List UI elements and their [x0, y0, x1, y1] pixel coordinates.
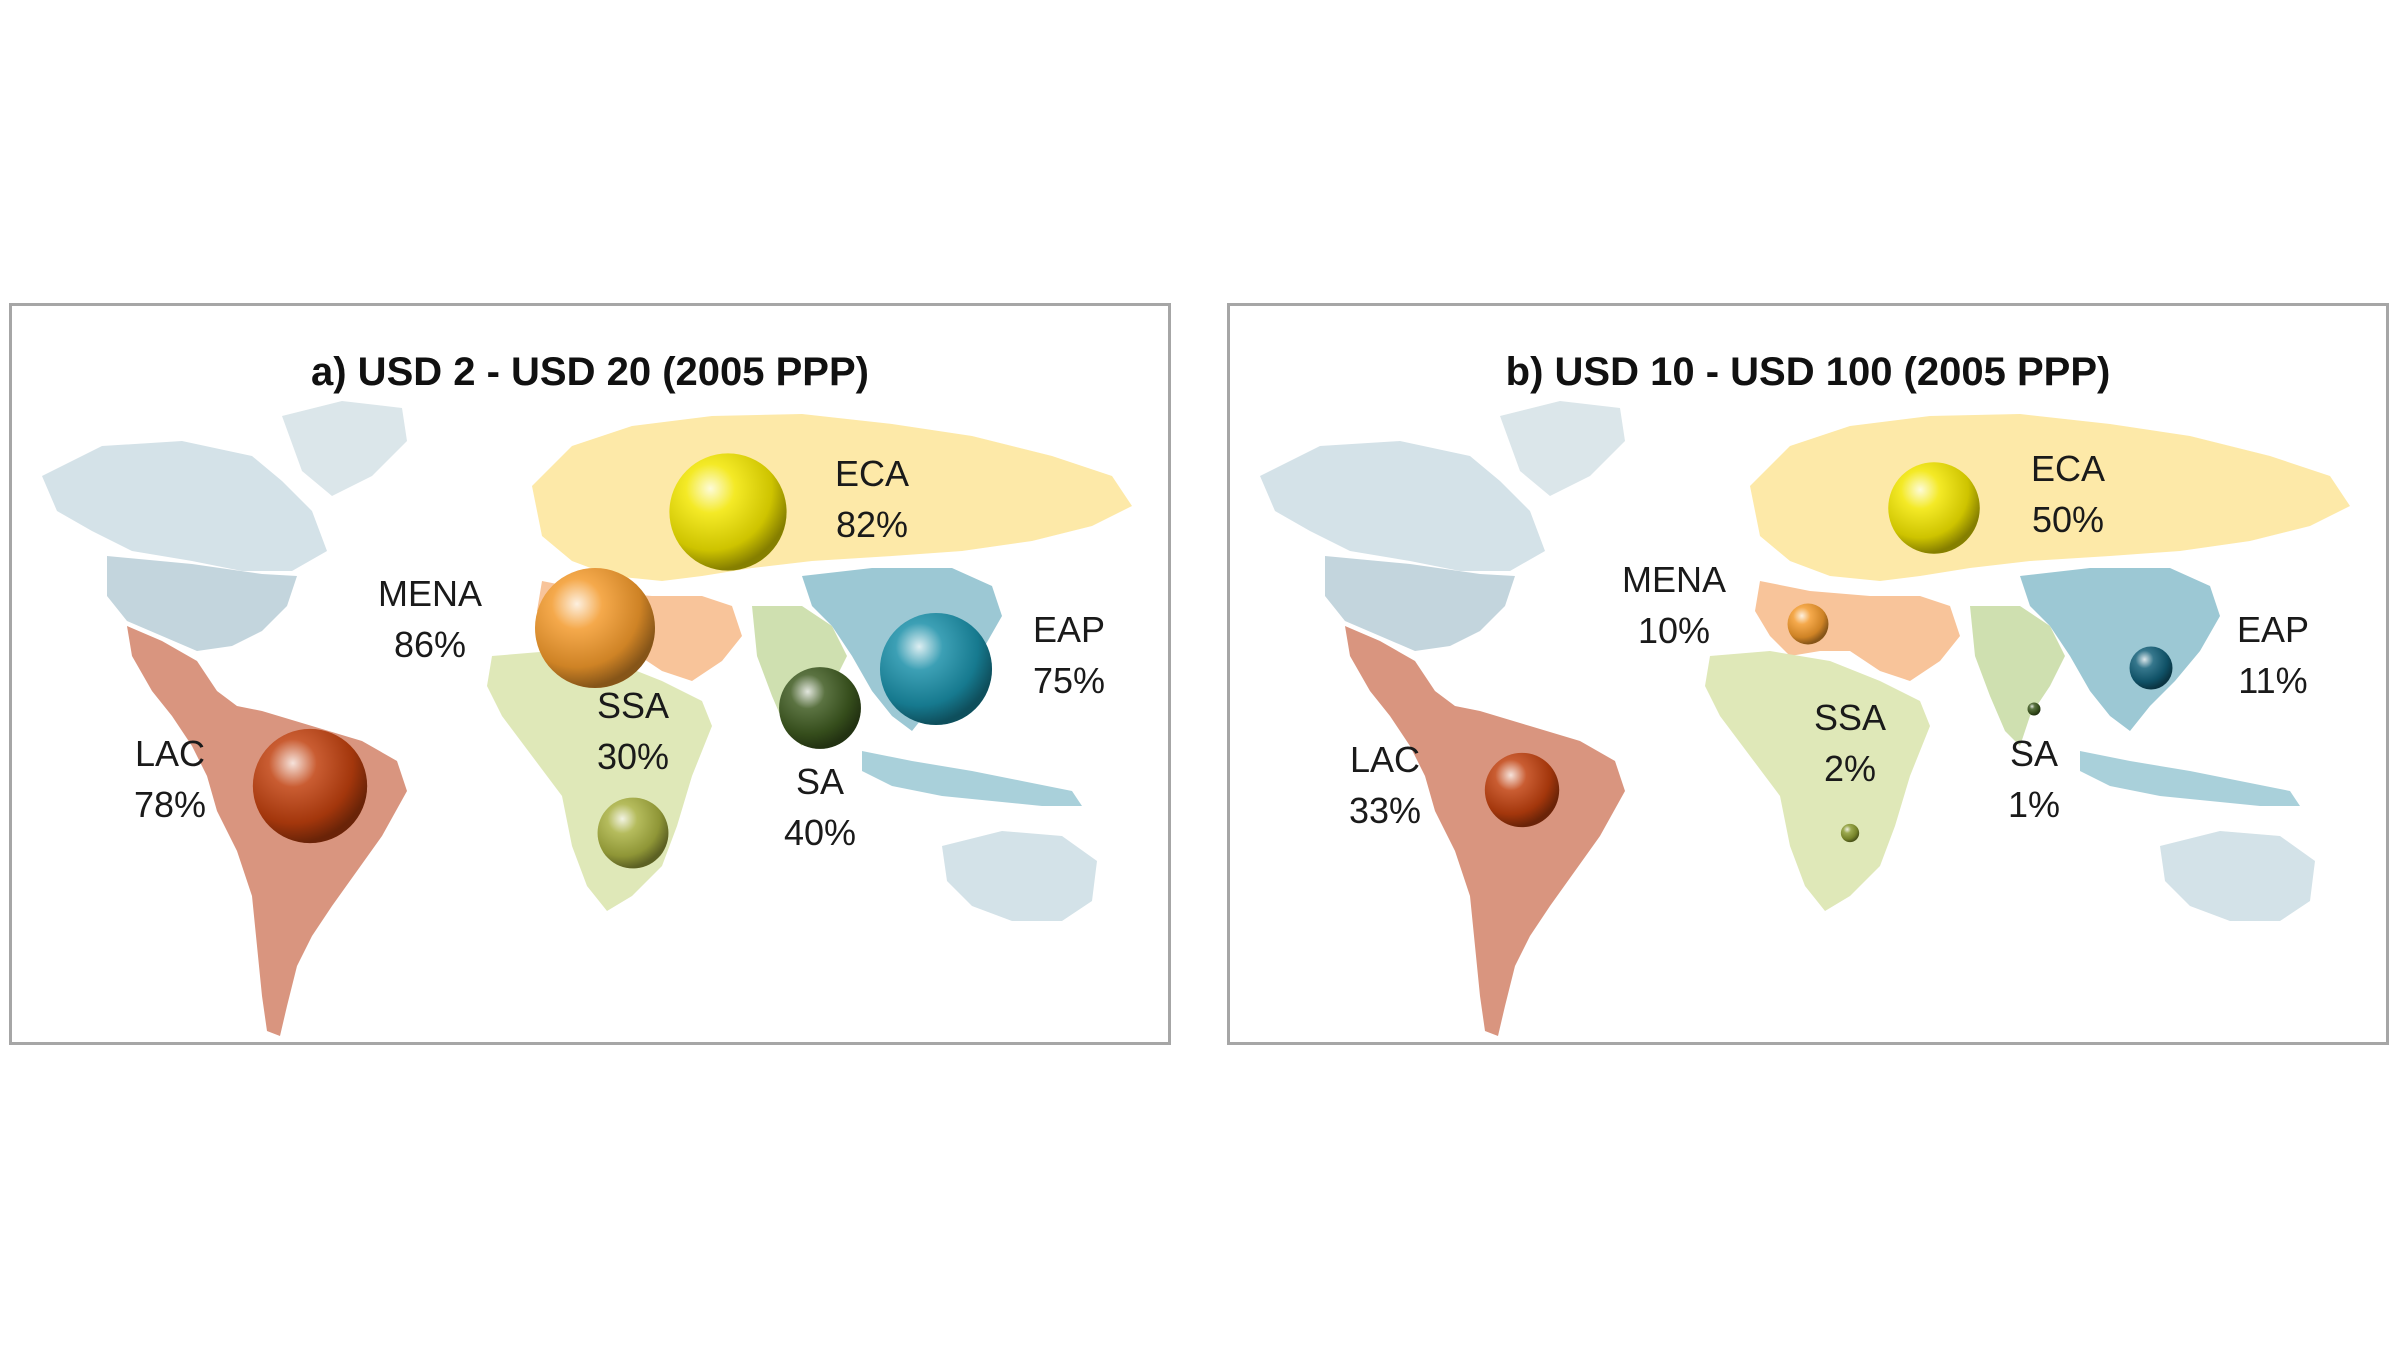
region-code-label: SSA [1814, 697, 1886, 738]
panel-title: a) USD 2 - USD 20 (2005 PPP) [311, 350, 869, 394]
region-value-label: 86% [394, 624, 466, 665]
region-code-label: EAP [1033, 609, 1105, 650]
bubble-shine-mena [535, 568, 655, 688]
bubble-shine-eca [1888, 462, 1980, 554]
region-value-label: 10% [1638, 610, 1710, 651]
world-map-b: ECA 50% MENA 10% EAP 11% SSA 2% SA 1% LAC 33% [1260, 401, 2350, 1036]
bubble-shine-lac [252, 728, 368, 844]
region-value-label: 50% [2032, 499, 2104, 540]
region-value-label: 1% [2008, 784, 2060, 825]
region-value-label: 33% [1349, 790, 1421, 831]
panel-a: ECA 82% MENA 86% EAP 75% SSA 30% SA 40% LAC 78% a) … [9, 303, 1171, 1045]
region-code-label: LAC [135, 733, 205, 774]
world-map-a: ECA 82% MENA 86% EAP 75% SSA 30% SA 40% LAC 78% [42, 401, 1132, 1036]
bubble-shine-ssa [597, 797, 669, 869]
bubble-shine-eap [2129, 646, 2173, 690]
region-value-label: 11% [2238, 660, 2307, 701]
panel-title: b) USD 10 - USD 100 (2005 PPP) [1505, 350, 2111, 394]
region-code-label: SA [2010, 733, 2058, 774]
panel-b: ECA 50% MENA 10% EAP 11% SSA 2% SA 1% LAC 33% b) US… [1227, 303, 2389, 1045]
region-code-label: ECA [2031, 448, 2105, 489]
bubble-shine-eap [879, 612, 993, 726]
region-value-label: 78% [134, 784, 206, 825]
region-code-label: ECA [835, 453, 909, 494]
bubble-shine-sa [2027, 702, 2041, 716]
region-value-label: 2% [1824, 748, 1876, 789]
region-value-label: 82% [836, 504, 908, 545]
region-code-label: SSA [597, 685, 669, 726]
region-code-label: MENA [1622, 559, 1726, 600]
map-background [1260, 401, 2350, 1036]
bubble-shine-mena [1787, 603, 1829, 645]
bubble-shine-eca [669, 453, 787, 571]
region-code-label: EAP [2237, 609, 2309, 650]
bubble-shine-sa [779, 667, 861, 749]
region-code-label: MENA [378, 573, 482, 614]
bubble-shine-ssa [1840, 823, 1860, 843]
region-value-label: 40% [784, 812, 856, 853]
bubble-shine-lac [1484, 752, 1560, 828]
region-value-label: 30% [597, 736, 669, 777]
map-background [42, 401, 1132, 1036]
region-value-label: 75% [1033, 660, 1105, 701]
region-code-label: LAC [1350, 739, 1420, 780]
region-code-label: SA [796, 761, 844, 802]
